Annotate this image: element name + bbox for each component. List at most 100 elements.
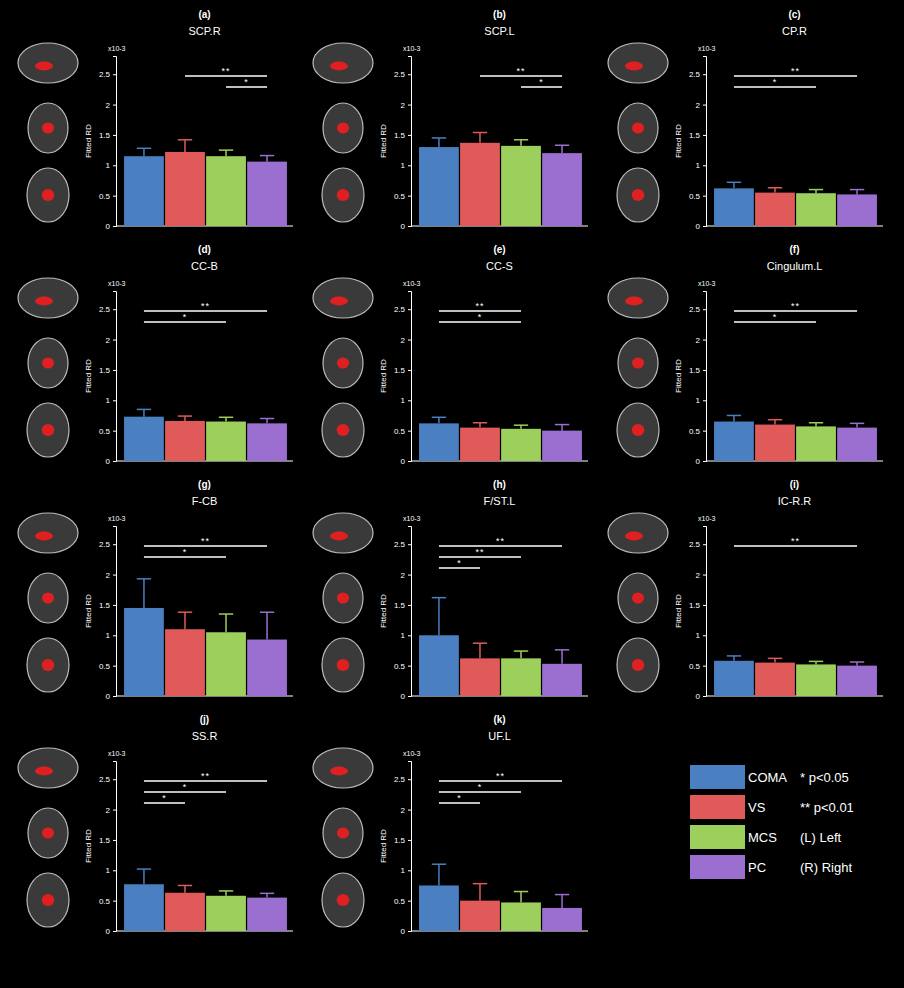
y-tick: 1.5	[394, 836, 411, 845]
error-bar-stem	[143, 579, 145, 608]
y-axis: 00.511.522.5	[394, 292, 412, 467]
y-tick-mark	[408, 431, 411, 432]
brain-slice	[313, 278, 373, 318]
error-bar-cap	[260, 418, 274, 420]
y-tick: 2.5	[99, 70, 116, 79]
y-tick: 2	[401, 571, 411, 580]
y-axis-line	[703, 292, 707, 462]
error-bar-stem	[561, 650, 563, 664]
tract-highlight	[42, 123, 54, 134]
brain-slice	[28, 338, 68, 388]
y-tick-label: 2	[106, 336, 111, 345]
y-tick: 2	[696, 336, 706, 345]
bar	[247, 423, 287, 461]
significance-label: **	[475, 301, 484, 311]
panel: (j)SS.Rx10-3Fitted RD00.511.522.5****	[18, 714, 293, 936]
panel-letter: (h)	[493, 479, 506, 490]
y-tick: 1.5	[689, 601, 706, 610]
significance-brackets: ***	[480, 66, 562, 87]
error-bar-cap	[809, 661, 823, 663]
plot-marks	[419, 133, 582, 227]
error-bar	[432, 417, 446, 423]
y-tick: 1	[401, 866, 411, 875]
tract-highlight	[337, 828, 349, 839]
error-bar	[260, 893, 274, 897]
panel-title: CP.R	[782, 25, 807, 37]
y-tick-mark	[408, 635, 411, 636]
y-tick-mark	[408, 461, 411, 462]
y-tick-label: 1.5	[99, 836, 111, 845]
significance-brackets: **	[734, 536, 857, 546]
y-tick: 1	[401, 396, 411, 405]
bar	[501, 902, 541, 931]
plot-marks	[419, 417, 582, 461]
y-tick-mark	[408, 901, 411, 902]
y-tick-label: 0	[106, 927, 111, 936]
y-tick-label: 1	[106, 866, 111, 875]
significance-label: **	[475, 547, 484, 557]
y-tick: 1.5	[394, 131, 411, 140]
y-tick-label: 1	[401, 631, 406, 640]
y-tick-label: 2	[106, 571, 111, 580]
y-tick-mark	[113, 870, 116, 871]
bar	[419, 147, 459, 226]
y-tick-mark	[408, 810, 411, 811]
y-tick-mark	[408, 605, 411, 606]
y-tick-mark	[113, 165, 116, 166]
y-tick-label: 0	[696, 457, 701, 466]
plot-marks	[124, 409, 287, 461]
y-tick-label: 0.5	[99, 662, 111, 671]
y-axis-title: Fitted RD	[379, 594, 388, 628]
tract-highlight	[337, 659, 350, 671]
plot-marks	[124, 579, 287, 696]
y-tick-label: 0.5	[394, 192, 406, 201]
y-axis: 00.511.522.5	[394, 57, 412, 232]
bar	[206, 896, 246, 931]
y-tick-mark	[408, 840, 411, 841]
legend-label: COMA	[748, 770, 787, 785]
y-tick-mark	[408, 226, 411, 227]
brain-slice	[18, 748, 78, 788]
y-tick-mark	[703, 431, 706, 432]
y-tick: 0.5	[394, 662, 411, 671]
panel-letter: (e)	[493, 244, 505, 255]
panel-letter: (i)	[790, 479, 799, 490]
y-tick: 0.5	[394, 427, 411, 436]
error-bar-stem	[225, 150, 227, 156]
bar	[247, 898, 287, 931]
plot-marks	[419, 598, 582, 696]
y-tick: 0.5	[689, 427, 706, 436]
y-tick-mark	[113, 461, 116, 462]
error-bar-cap	[260, 893, 274, 895]
y-axis: 00.511.522.5	[394, 762, 412, 937]
y-tick: 2	[106, 101, 116, 110]
brain-slice	[27, 403, 69, 457]
bar	[165, 629, 205, 696]
brain-thumbnails	[18, 748, 78, 927]
significance-label: **	[791, 536, 800, 546]
y-tick-label: 1	[401, 161, 406, 170]
y-axis: 00.511.522.5	[99, 527, 117, 702]
y-tick-mark	[408, 74, 411, 75]
panel-letter: (k)	[493, 714, 505, 725]
y-tick-mark	[113, 931, 116, 932]
y-tick-mark	[113, 135, 116, 136]
brain-slice	[313, 43, 373, 83]
tract-highlight	[35, 767, 53, 776]
tract-highlight	[337, 123, 349, 134]
bar	[501, 658, 541, 696]
tract-highlight	[625, 297, 643, 306]
panel: (c)CP.Rx10-3Fitted RD00.511.522.5***	[608, 9, 883, 231]
error-bar	[473, 133, 487, 143]
y-tick-label: 2	[401, 336, 406, 345]
y-tick: 0.5	[99, 427, 116, 436]
panel: (i)IC-R.Rx10-3Fitted RD00.511.522.5**	[608, 479, 883, 701]
error-bar	[768, 658, 782, 662]
y-tick-label: 2.5	[689, 305, 701, 314]
tract-highlight	[632, 358, 644, 369]
y-tick-label: 0	[696, 692, 701, 701]
error-bar-cap	[178, 139, 192, 141]
y-tick: 2.5	[394, 775, 411, 784]
brain-slice	[27, 168, 69, 222]
bar	[206, 422, 246, 461]
